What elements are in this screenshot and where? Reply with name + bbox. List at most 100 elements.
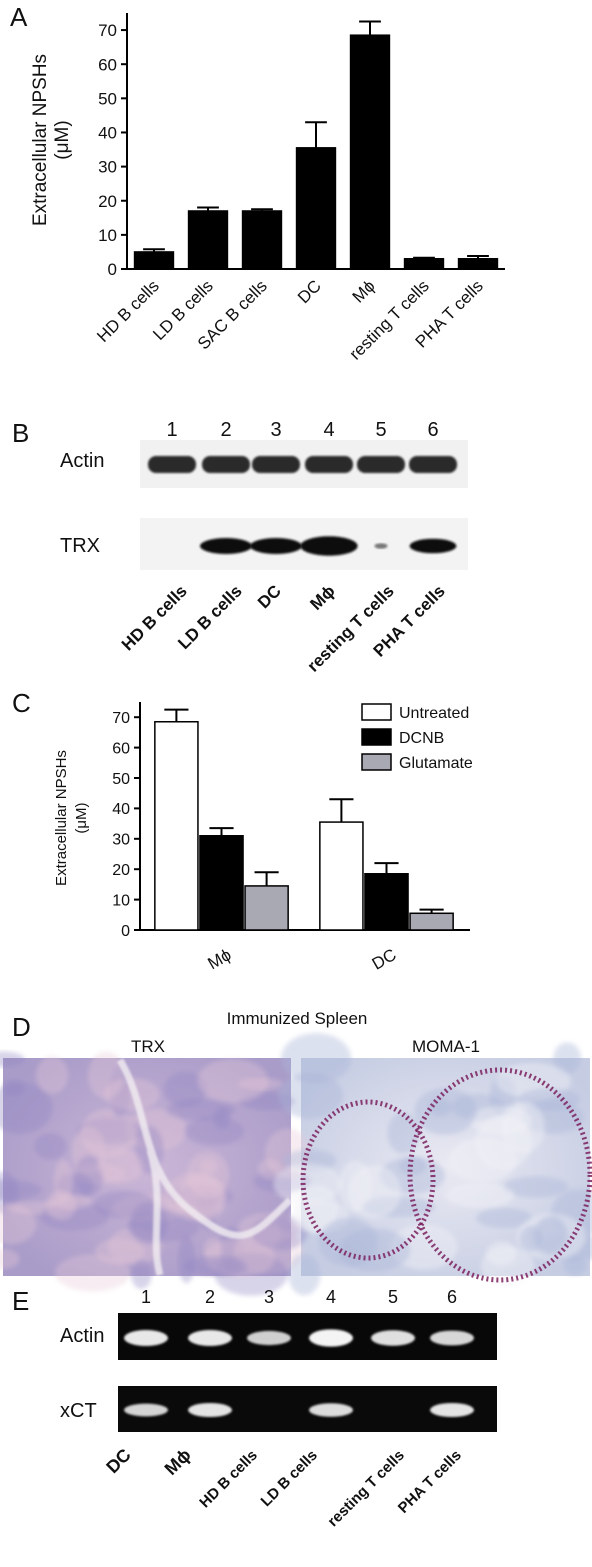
bar [133, 251, 175, 270]
band [252, 456, 300, 473]
texture [414, 1087, 477, 1135]
image-label: MOMA-1 [412, 1037, 480, 1056]
error-bar [419, 908, 444, 914]
texture [80, 1108, 137, 1158]
texture [476, 1207, 532, 1228]
error-bar [305, 121, 327, 148]
panel-letter: E [12, 1286, 29, 1316]
texture [469, 1105, 533, 1135]
texture [197, 1058, 269, 1103]
panel-letter: B [12, 418, 29, 448]
row-label: Actin [60, 1325, 104, 1347]
texture [288, 1253, 321, 1296]
legend-label: DCNB [399, 730, 444, 747]
texture [277, 1072, 344, 1119]
panel-title: Immunized Spleen [227, 1009, 368, 1028]
lane-number: 4 [326, 1287, 336, 1307]
texture [387, 1112, 420, 1154]
y-tick-label: 50 [112, 771, 130, 788]
texture [131, 1260, 152, 1289]
texture [534, 1216, 568, 1255]
texture [166, 1099, 236, 1121]
texture [163, 1071, 207, 1108]
texture [183, 1256, 248, 1277]
bar [154, 721, 199, 931]
lane-number: 1 [166, 419, 177, 441]
x-tick-label: Mϕ [349, 276, 379, 306]
band [247, 1330, 291, 1346]
lane-number: 1 [141, 1287, 151, 1307]
texture [445, 1182, 515, 1209]
error-bar [467, 255, 489, 259]
y-tick-label: 70 [112, 710, 130, 727]
bar [364, 873, 409, 931]
bar [187, 210, 229, 270]
lane-number: 4 [323, 419, 334, 441]
error-bar [209, 827, 234, 836]
legend-swatch [361, 753, 392, 771]
micrograph-texture [0, 1032, 592, 1296]
band [124, 1330, 168, 1346]
y-tick-label: 30 [112, 832, 130, 849]
x-tick-label: DC [294, 276, 325, 307]
y-tick-label: 60 [98, 55, 117, 74]
y-tick-label: 0 [121, 923, 130, 940]
panel-letter: D [12, 1012, 31, 1042]
bar [349, 34, 391, 270]
error-bar [374, 862, 399, 874]
y-tick-label: 0 [108, 260, 117, 279]
bar [403, 258, 445, 270]
legend-label: Glutamate [399, 755, 473, 772]
band [430, 1403, 474, 1417]
texture [503, 1176, 569, 1198]
band [148, 456, 196, 473]
y-tick-label: 10 [98, 226, 117, 245]
texture [45, 1190, 77, 1221]
lane-label: DC [254, 581, 285, 612]
legend-label: Untreated [399, 705, 469, 722]
band [371, 1330, 415, 1346]
band [309, 1329, 353, 1347]
lane-number: 6 [427, 419, 438, 441]
texture [0, 1051, 25, 1068]
y-tick-label: 60 [112, 740, 130, 757]
texture [177, 1235, 196, 1284]
texture [116, 1058, 293, 1276]
y-tick-label: 20 [98, 192, 117, 211]
texture [74, 1155, 104, 1197]
error-bar [251, 208, 273, 211]
texture [186, 1151, 230, 1199]
error-bar [164, 708, 189, 722]
y-axis-label: (μM) [52, 120, 73, 159]
lane-number: 2 [220, 419, 231, 441]
lane-label: resting T cells [324, 1447, 407, 1530]
lane-label: DC [102, 1445, 135, 1478]
band [202, 456, 250, 473]
texture [348, 1165, 402, 1219]
texture [0, 1248, 20, 1269]
y-axis-label: (μM) [73, 802, 90, 833]
legend-swatch [361, 703, 392, 721]
texture [0, 1203, 37, 1245]
y-tick-label: 50 [98, 89, 117, 108]
x-tick-label: HD B cells [93, 276, 163, 346]
panel-letter: C [12, 688, 31, 718]
lane-label: Mϕ [161, 1445, 195, 1479]
error-bar [359, 20, 381, 36]
y-axis-label: Extracellular NPSHs [30, 54, 51, 226]
band [250, 538, 302, 554]
texture [0, 1082, 53, 1134]
lane-number: 3 [270, 419, 281, 441]
band [124, 1403, 168, 1417]
y-tick-label: 30 [98, 158, 117, 177]
row-label: TRX [60, 535, 100, 557]
y-tick-label: 20 [112, 862, 130, 879]
lane-label: Mϕ [306, 581, 339, 614]
error-bar [143, 248, 165, 252]
lane-number: 5 [375, 419, 386, 441]
error-bar [329, 798, 354, 823]
error-bar [254, 871, 279, 886]
band [409, 456, 457, 473]
lane-label: HD B cells [196, 1447, 260, 1511]
